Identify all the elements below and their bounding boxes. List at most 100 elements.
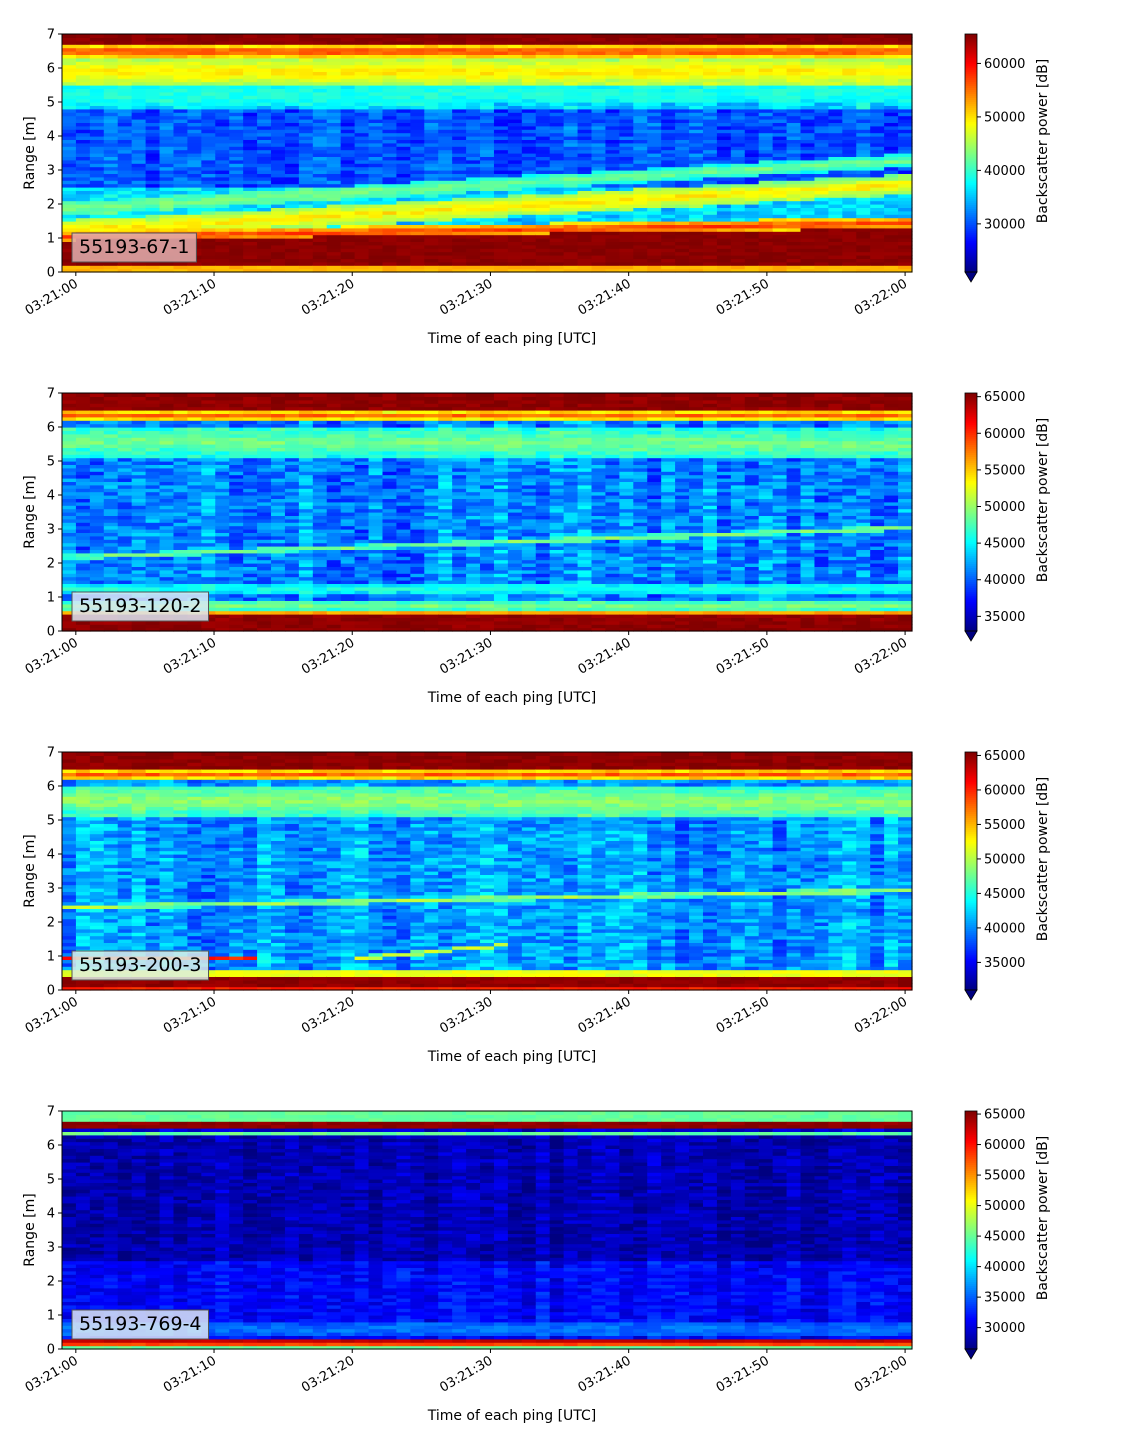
heatmap-cell bbox=[89, 64, 105, 69]
heatmap-cell bbox=[187, 159, 202, 164]
heatmap-cell bbox=[521, 64, 537, 69]
heatmap-cell bbox=[298, 44, 314, 49]
heatmap-cell bbox=[103, 190, 119, 195]
heatmap-cell bbox=[898, 193, 913, 198]
heatmap-cell bbox=[145, 265, 161, 270]
heatmap-cell bbox=[521, 207, 537, 212]
heatmap-cell bbox=[271, 214, 286, 219]
heatmap-cell bbox=[591, 166, 607, 171]
heatmap-cell bbox=[298, 153, 314, 157]
heatmap-cell bbox=[62, 129, 77, 134]
heatmap-cell bbox=[535, 197, 551, 202]
heatmap-cell bbox=[675, 227, 690, 232]
heatmap-cell bbox=[591, 244, 607, 249]
heatmap-cell bbox=[117, 265, 133, 270]
heatmap-cell bbox=[424, 115, 439, 120]
heatmap-cell bbox=[549, 91, 565, 96]
heatmap-cell bbox=[438, 221, 453, 225]
heatmap-cell bbox=[424, 95, 439, 100]
heatmap-cell bbox=[340, 156, 356, 161]
heatmap-cell bbox=[549, 231, 565, 236]
heatmap-cell bbox=[452, 193, 467, 198]
heatmap-cell bbox=[535, 132, 551, 137]
heatmap-cell bbox=[298, 238, 314, 242]
heatmap-cell bbox=[89, 197, 105, 202]
heatmap-cell bbox=[396, 44, 411, 49]
heatmap-cell bbox=[131, 393, 147, 397]
heatmap-cell bbox=[856, 142, 871, 147]
heatmap-cell bbox=[201, 166, 216, 171]
heatmap-cell bbox=[89, 437, 105, 442]
heatmap-cell bbox=[424, 241, 439, 246]
heatmap-cell bbox=[187, 261, 202, 266]
heatmap-cell bbox=[493, 170, 509, 174]
heatmap-cell bbox=[257, 183, 272, 188]
heatmap-cell bbox=[856, 166, 871, 171]
heatmap-cell bbox=[507, 146, 523, 151]
heatmap-cell bbox=[689, 142, 704, 147]
heatmap-cell bbox=[284, 251, 300, 256]
heatmap-cell bbox=[535, 163, 551, 168]
heatmap-cell bbox=[396, 176, 411, 181]
heatmap-cell bbox=[368, 40, 384, 45]
heatmap-cell bbox=[173, 173, 189, 178]
heatmap-cell bbox=[354, 142, 370, 147]
heatmap-cell bbox=[173, 187, 189, 191]
heatmap-cell bbox=[201, 170, 216, 174]
heatmap-cell bbox=[159, 217, 175, 222]
heatmap-cell bbox=[229, 40, 244, 45]
heatmap-cell bbox=[159, 64, 175, 69]
heatmap-cell bbox=[424, 156, 439, 161]
heatmap-cell bbox=[549, 47, 565, 52]
heatmap-cell bbox=[452, 187, 467, 191]
heatmap-cell bbox=[117, 176, 133, 181]
heatmap-cell bbox=[103, 57, 119, 62]
heatmap-cell bbox=[368, 183, 384, 188]
heatmap-cell bbox=[814, 217, 829, 222]
heatmap-cell bbox=[633, 183, 648, 188]
heatmap-cell bbox=[145, 437, 161, 442]
heatmap-cell bbox=[689, 217, 704, 222]
heatmap-cell bbox=[201, 139, 216, 144]
heatmap-cell bbox=[549, 102, 565, 106]
heatmap-cell bbox=[354, 207, 370, 212]
heatmap-cell bbox=[410, 85, 425, 89]
heatmap-cell bbox=[410, 204, 425, 208]
heatmap-cell bbox=[201, 142, 216, 147]
heatmap-cell bbox=[187, 115, 202, 120]
heatmap-cell bbox=[201, 251, 216, 256]
heatmap-cell bbox=[159, 37, 175, 42]
heatmap-cell bbox=[661, 159, 676, 164]
heatmap-cell bbox=[298, 119, 314, 123]
heatmap-cell bbox=[396, 91, 411, 96]
heatmap-cell bbox=[424, 224, 439, 229]
heatmap-cell bbox=[173, 51, 189, 55]
heatmap-cell bbox=[229, 88, 244, 93]
heatmap-cell bbox=[410, 173, 425, 178]
heatmap-cell bbox=[507, 139, 523, 144]
heatmap-cell bbox=[145, 210, 161, 215]
heatmap-cell bbox=[507, 210, 523, 215]
heatmap-cell bbox=[438, 95, 453, 100]
heatmap-cell bbox=[507, 115, 523, 120]
heatmap-cell bbox=[103, 132, 119, 137]
heatmap-cell bbox=[75, 102, 91, 106]
heatmap-cell bbox=[410, 214, 425, 219]
heatmap-cell bbox=[507, 241, 523, 246]
heatmap-cell bbox=[187, 146, 202, 151]
heatmap-cell bbox=[340, 238, 356, 242]
heatmap-cell bbox=[326, 115, 342, 120]
heatmap-cell bbox=[326, 57, 342, 62]
heatmap-cell bbox=[201, 227, 216, 232]
heatmap-cell bbox=[284, 115, 300, 120]
heatmap-cell bbox=[201, 244, 216, 249]
heatmap-cell bbox=[577, 180, 593, 185]
heatmap-cell bbox=[187, 34, 202, 38]
heatmap-cell bbox=[702, 142, 718, 147]
heatmap-cell bbox=[452, 68, 467, 72]
heatmap-cell bbox=[563, 81, 579, 86]
heatmap-cell bbox=[898, 132, 913, 137]
heatmap-cell bbox=[215, 122, 230, 127]
heatmap-cell bbox=[563, 248, 579, 253]
heatmap-cell bbox=[354, 234, 370, 239]
